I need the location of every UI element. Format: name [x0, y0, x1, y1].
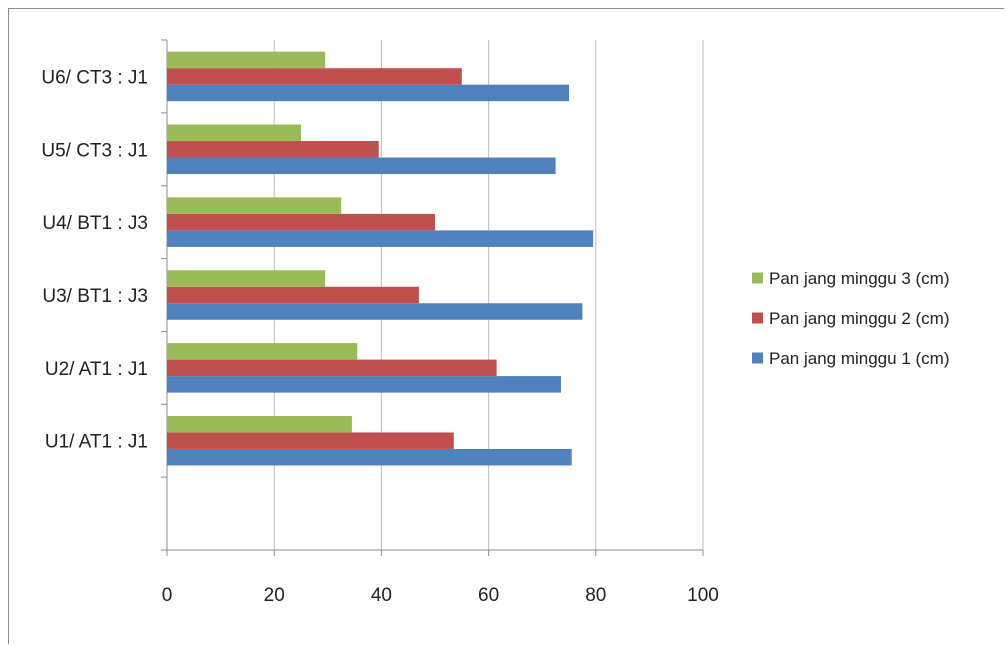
legend-swatch-1	[752, 272, 763, 284]
y-tick-label-4: U4/ BT1 : J3	[42, 213, 148, 234]
legend-swatch-2	[752, 312, 763, 324]
legend-label-2: Pan jang minggu 2 (cm)	[769, 309, 949, 328]
x-tick-label-100: 100	[687, 585, 719, 606]
bar-2-cat-1	[167, 432, 454, 449]
legend-swatch-3	[752, 352, 763, 364]
y-tick-label-3: U3/ BT1 : J3	[42, 286, 148, 307]
x-tick-label-0: 0	[162, 585, 173, 606]
bar-3-cat-3	[167, 270, 326, 287]
bar-3-cat-1	[167, 415, 352, 433]
bar-2-cat-5	[167, 141, 379, 158]
legend-label-3: Pan jang minggu 1 (cm)	[769, 349, 949, 368]
x-tick-label-80: 80	[585, 585, 606, 606]
y-tick-label-1: U1/ AT1 : J1	[45, 432, 148, 453]
bar-1-cat-6	[167, 84, 569, 102]
bar-2-cat-6	[167, 68, 462, 85]
bar-1-cat-2	[167, 376, 561, 393]
legend-label-1: Pan jang minggu 3 (cm)	[769, 269, 949, 288]
bar-1-cat-5	[167, 157, 556, 175]
chart-frame	[8, 8, 1004, 644]
bar-1-cat-4	[167, 230, 594, 247]
x-tick-label-60: 60	[478, 585, 499, 606]
bar-2-cat-3	[167, 286, 419, 304]
bar-3-cat-6	[167, 51, 326, 69]
y-tick-label-5: U5/ CT3 : J1	[41, 140, 148, 161]
x-tick-label-20: 20	[264, 585, 285, 606]
bar-1-cat-1	[167, 448, 572, 466]
bar-3-cat-4	[167, 197, 342, 214]
bar-2-cat-2	[167, 359, 497, 377]
y-tick-label-6: U6/ CT3 : J1	[41, 67, 148, 88]
x-tick-label-40: 40	[371, 585, 392, 606]
bar-3-cat-2	[167, 343, 358, 360]
bar-2-cat-4	[167, 213, 435, 231]
bar-1-cat-3	[167, 303, 583, 320]
bar-3-cat-5	[167, 124, 301, 142]
y-tick-label-2: U2/ AT1 : J1	[45, 359, 148, 380]
